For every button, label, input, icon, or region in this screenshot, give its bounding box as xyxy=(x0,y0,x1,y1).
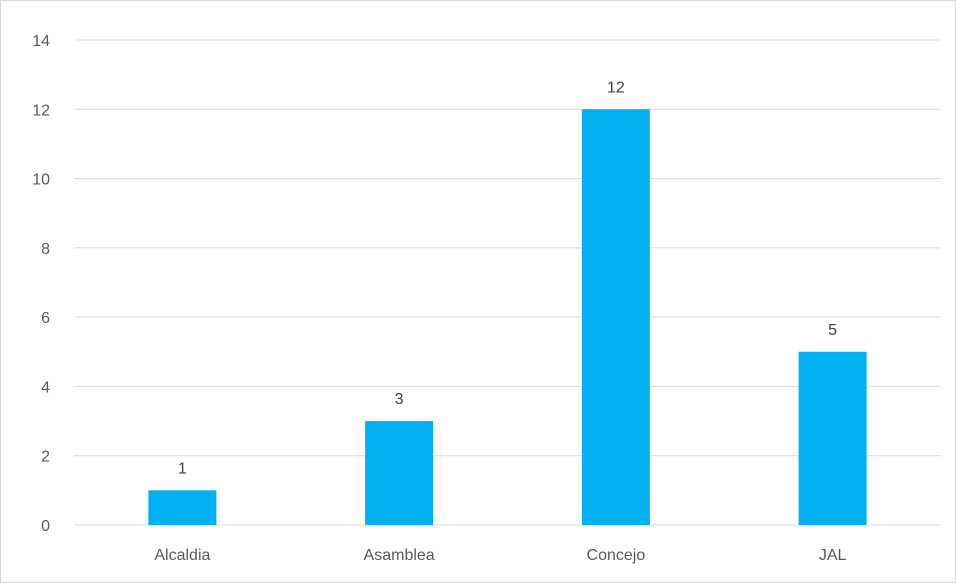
data-label-jal: 5 xyxy=(828,322,837,339)
bar-jal xyxy=(798,351,867,525)
y-tick-label-14: 14 xyxy=(32,33,50,50)
x-tick-label-concejo: Concejo xyxy=(587,547,646,564)
x-axis-ticks: Alcaldia Asamblea Concejo JAL xyxy=(154,547,846,564)
x-tick-label-asamblea: Asamblea xyxy=(364,547,435,564)
data-label-asamblea: 3 xyxy=(395,391,404,408)
y-tick-label-8: 8 xyxy=(41,241,50,258)
y-axis-ticks: 0 2 4 6 8 10 12 14 xyxy=(32,33,50,535)
y-tick-label-6: 6 xyxy=(41,310,50,327)
gridlines xyxy=(74,39,941,526)
data-label-concejo: 12 xyxy=(607,79,625,96)
x-tick-label-alcaldia: Alcaldia xyxy=(154,547,210,564)
bars xyxy=(148,109,867,526)
y-tick-label-0: 0 xyxy=(41,518,50,535)
x-tick-label-jal: JAL xyxy=(819,547,847,564)
y-tick-label-2: 2 xyxy=(41,449,50,466)
y-tick-label-10: 10 xyxy=(32,172,50,189)
bar-concejo xyxy=(581,109,650,526)
bar-alcaldia xyxy=(148,490,217,525)
data-labels: 1 3 12 5 xyxy=(178,79,837,477)
data-label-alcaldia: 1 xyxy=(178,460,187,477)
y-tick-label-4: 4 xyxy=(41,379,50,396)
bar-asamblea xyxy=(365,421,434,525)
y-tick-label-12: 12 xyxy=(32,102,50,119)
